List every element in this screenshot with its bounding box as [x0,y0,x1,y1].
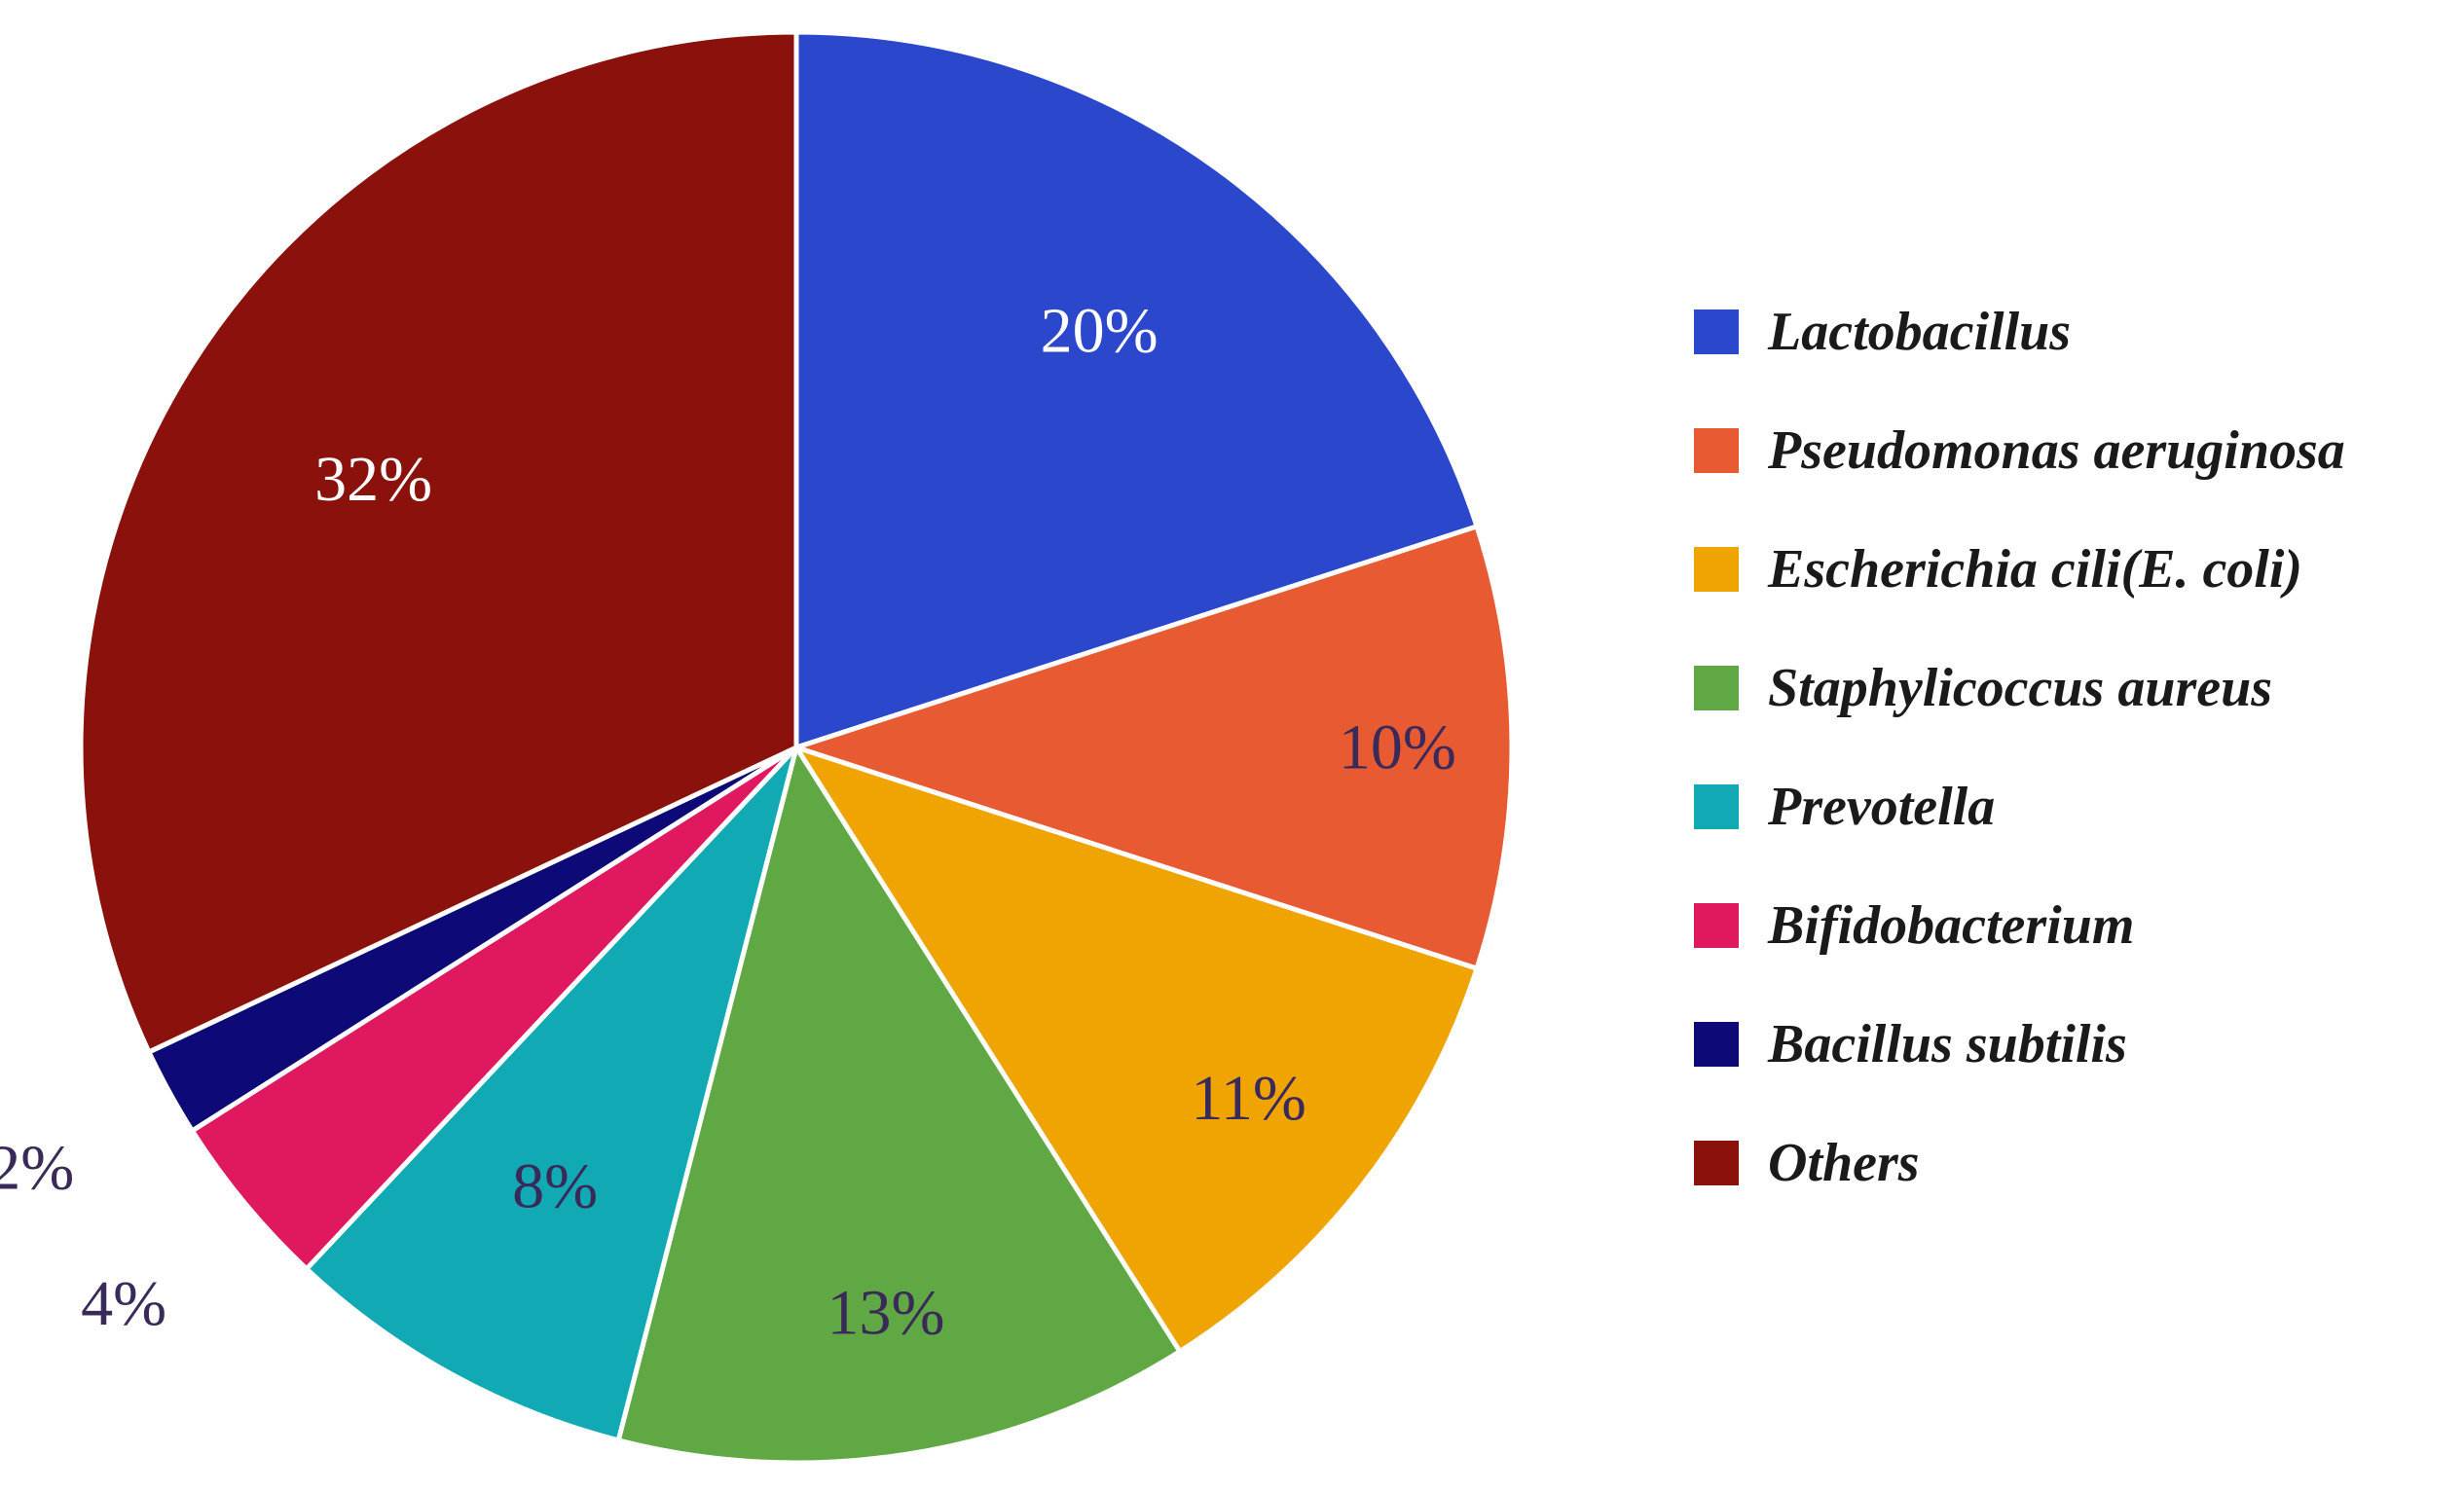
legend-label: Bifidobacterium [1767,895,2134,956]
slice-value-label: 11% [1191,1063,1306,1134]
legend-swatch [1694,903,1739,948]
slice-value-label: 10% [1339,712,1456,783]
legend-item: Prevotella [1694,777,1995,837]
pie-slice-others [78,29,799,1055]
legend-label: Bacillus subtilis [1767,1014,2127,1074]
legend-label: Others [1768,1133,1920,1193]
slice-value-label: 20% [1041,295,1158,366]
legend-label: Lactobacillus [1767,302,2071,362]
legend-item: Lactobacillus [1694,302,2071,362]
legend: Lactobacillus Pseudomonas aeruginosa Esche… [1694,302,2345,1193]
legend-swatch [1694,547,1739,592]
legend-label: Prevotella [1767,777,1995,837]
legend-swatch [1694,784,1739,829]
legend-item: Staphylicoccus aureus [1694,658,2272,718]
legend-swatch [1694,1022,1739,1067]
legend-item: Pseudomonas aeruginosa [1694,420,2345,481]
legend-swatch [1694,1141,1739,1185]
legend-label: Staphylicoccus aureus [1768,658,2272,718]
legend-label: Pseudomonas aeruginosa [1767,420,2345,481]
pie-slice-lactobacillus [793,29,1480,750]
legend-item: Others [1694,1133,1920,1193]
pie-slice-bifidobacterium [189,745,799,1272]
legend-swatch [1694,309,1739,354]
slice-value-label: 2% [0,1132,74,1203]
legend-label: Escherichia cili(E. coli) [1767,539,2302,600]
legend-swatch [1694,428,1739,473]
pie-slices [78,29,1515,1466]
slice-value-label: 32% [314,444,432,515]
slice-value-label: 4% [81,1268,166,1339]
slice-value-label: 13% [827,1277,944,1348]
legend-swatch [1694,666,1739,710]
legend-item: Bifidobacterium [1694,895,2134,956]
legend-item: Escherichia cili(E. coli) [1694,539,2302,600]
legend-item: Bacillus subtilis [1694,1014,2127,1074]
pie-slice-labels: 20% 10% 11% 13% 8% 4%2% 32% [0,295,1456,1348]
slice-value-label: 8% [512,1150,598,1221]
pie-slice-staphylicoccus-aureus [615,745,1183,1466]
pie-slice-pseudomonas-aeruginosa [793,524,1515,971]
pie-slice-prevotella [304,745,799,1443]
pie-slice-escherichia-cili-e-coli [793,745,1480,1355]
